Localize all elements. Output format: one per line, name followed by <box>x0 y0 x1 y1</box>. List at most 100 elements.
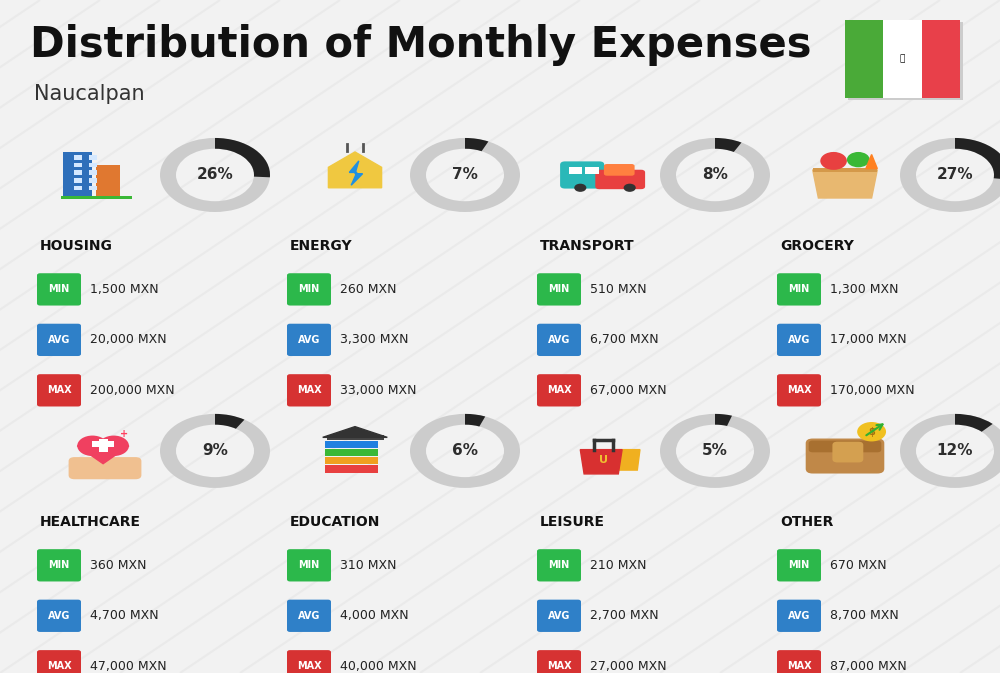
FancyBboxPatch shape <box>777 650 821 673</box>
Text: MIN: MIN <box>548 561 570 570</box>
Wedge shape <box>715 414 732 426</box>
Text: 2,700 MXN: 2,700 MXN <box>590 609 659 623</box>
Text: 17,000 MXN: 17,000 MXN <box>830 333 907 347</box>
FancyBboxPatch shape <box>537 273 581 306</box>
Text: HEALTHCARE: HEALTHCARE <box>40 515 141 529</box>
Text: 67,000 MXN: 67,000 MXN <box>590 384 667 397</box>
FancyBboxPatch shape <box>809 441 881 452</box>
FancyBboxPatch shape <box>287 600 331 632</box>
Text: 5%: 5% <box>702 444 728 458</box>
FancyBboxPatch shape <box>74 155 82 160</box>
FancyBboxPatch shape <box>99 439 108 452</box>
FancyBboxPatch shape <box>813 168 877 172</box>
FancyBboxPatch shape <box>287 549 331 581</box>
FancyBboxPatch shape <box>89 186 97 190</box>
FancyBboxPatch shape <box>287 273 331 306</box>
Text: 6%: 6% <box>452 444 478 458</box>
FancyBboxPatch shape <box>560 162 604 188</box>
Wedge shape <box>900 414 1000 488</box>
FancyBboxPatch shape <box>777 273 821 306</box>
Text: 310 MXN: 310 MXN <box>340 559 396 572</box>
FancyBboxPatch shape <box>61 197 132 199</box>
FancyBboxPatch shape <box>326 435 384 440</box>
Wedge shape <box>660 138 770 212</box>
FancyBboxPatch shape <box>777 600 821 632</box>
Circle shape <box>847 152 870 168</box>
FancyBboxPatch shape <box>922 20 960 98</box>
Text: AVG: AVG <box>788 335 810 345</box>
FancyBboxPatch shape <box>96 165 120 198</box>
FancyBboxPatch shape <box>37 324 81 356</box>
Text: 12%: 12% <box>937 444 973 458</box>
Text: MIN: MIN <box>48 285 70 294</box>
Text: 33,000 MXN: 33,000 MXN <box>340 384 416 397</box>
FancyBboxPatch shape <box>63 152 92 198</box>
FancyBboxPatch shape <box>325 441 378 448</box>
FancyBboxPatch shape <box>37 374 81 406</box>
Text: 40,000 MXN: 40,000 MXN <box>340 660 417 673</box>
FancyBboxPatch shape <box>537 600 581 632</box>
FancyBboxPatch shape <box>287 374 331 406</box>
FancyBboxPatch shape <box>537 374 581 406</box>
Text: AVG: AVG <box>48 611 70 621</box>
Wedge shape <box>955 414 993 432</box>
Wedge shape <box>410 414 520 488</box>
Text: 1,300 MXN: 1,300 MXN <box>830 283 899 296</box>
Polygon shape <box>323 427 387 437</box>
Text: $: $ <box>868 427 875 437</box>
Circle shape <box>574 184 586 192</box>
FancyBboxPatch shape <box>585 166 599 174</box>
FancyBboxPatch shape <box>37 600 81 632</box>
FancyBboxPatch shape <box>325 449 378 456</box>
FancyBboxPatch shape <box>325 458 378 464</box>
Wedge shape <box>410 138 520 212</box>
Text: MIN: MIN <box>298 285 320 294</box>
Text: 🦅: 🦅 <box>900 55 905 63</box>
FancyBboxPatch shape <box>604 164 635 176</box>
FancyBboxPatch shape <box>777 374 821 406</box>
Text: 87,000 MXN: 87,000 MXN <box>830 660 907 673</box>
FancyBboxPatch shape <box>325 466 378 472</box>
Wedge shape <box>715 138 741 152</box>
Text: 8,700 MXN: 8,700 MXN <box>830 609 899 623</box>
Text: 27%: 27% <box>937 168 973 182</box>
Text: EDUCATION: EDUCATION <box>290 515 380 529</box>
Text: MIN: MIN <box>298 561 320 570</box>
Text: 27,000 MXN: 27,000 MXN <box>590 660 667 673</box>
FancyBboxPatch shape <box>37 273 81 306</box>
Wedge shape <box>900 138 1000 212</box>
FancyBboxPatch shape <box>569 166 582 174</box>
Text: TRANSPORT: TRANSPORT <box>540 239 635 253</box>
Text: +: + <box>120 429 128 439</box>
Polygon shape <box>616 450 640 470</box>
Text: 1,500 MXN: 1,500 MXN <box>90 283 159 296</box>
Text: 200,000 MXN: 200,000 MXN <box>90 384 175 397</box>
Polygon shape <box>328 152 382 188</box>
Text: LEISURE: LEISURE <box>540 515 605 529</box>
Circle shape <box>857 422 886 441</box>
Wedge shape <box>215 138 270 177</box>
FancyBboxPatch shape <box>37 549 81 581</box>
Circle shape <box>77 435 108 456</box>
FancyBboxPatch shape <box>537 549 581 581</box>
Text: MAX: MAX <box>47 386 71 395</box>
Text: AVG: AVG <box>298 611 320 621</box>
Text: AVG: AVG <box>548 611 570 621</box>
Circle shape <box>820 152 847 170</box>
Text: MIN: MIN <box>548 285 570 294</box>
Text: MAX: MAX <box>547 662 571 671</box>
FancyBboxPatch shape <box>777 324 821 356</box>
Text: MAX: MAX <box>297 662 321 671</box>
Text: MAX: MAX <box>297 386 321 395</box>
Text: 3,300 MXN: 3,300 MXN <box>340 333 408 347</box>
Text: 4,000 MXN: 4,000 MXN <box>340 609 409 623</box>
FancyBboxPatch shape <box>74 178 82 182</box>
Text: AVG: AVG <box>788 611 810 621</box>
Wedge shape <box>160 138 270 212</box>
Text: 360 MXN: 360 MXN <box>90 559 146 572</box>
FancyBboxPatch shape <box>883 20 922 98</box>
Text: GROCERY: GROCERY <box>780 239 854 253</box>
Text: AVG: AVG <box>548 335 570 345</box>
Text: 47,000 MXN: 47,000 MXN <box>90 660 167 673</box>
Text: AVG: AVG <box>298 335 320 345</box>
